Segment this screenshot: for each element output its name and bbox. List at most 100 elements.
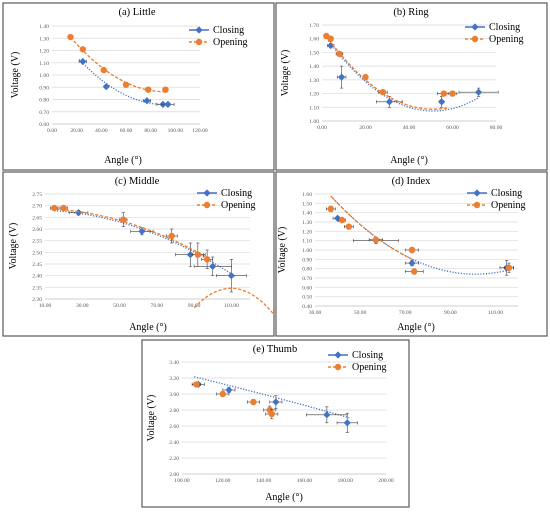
x-tick-label: 160.00 — [297, 478, 313, 484]
chart-panel-index: 0.40 0.50 0.60 0.70 0.80 0.90 1.00 1.10 1.20 1.30… — [275, 171, 548, 337]
x-tick-label: 10.00 — [39, 303, 52, 309]
y-tick-label: 1.30 — [309, 78, 319, 84]
data-point-closing — [475, 88, 483, 96]
x-tick-label: 50.00 — [113, 303, 126, 309]
x-tick-label: 200.00 — [378, 478, 394, 484]
series-opening — [50, 204, 214, 269]
y-tick-label: 0.90 — [39, 85, 49, 91]
data-point-closing — [438, 98, 446, 106]
y-axis-label: Voltage (V) — [146, 395, 157, 442]
x-tick-label: 90.00 — [188, 303, 201, 309]
panel-border — [275, 2, 548, 171]
y-tick-label: 1.60 — [302, 192, 312, 198]
x-tick-label: 20.00 — [70, 128, 83, 134]
data-point-opening — [122, 81, 130, 89]
y-tick-label: 1.30 — [39, 36, 49, 42]
data-point-opening — [193, 381, 200, 388]
chart-title: (b) Ring — [393, 7, 429, 18]
y-tick-label: 2.35 — [32, 285, 42, 291]
legend-marker — [334, 363, 342, 371]
legend-item-closing: Closing — [189, 25, 244, 36]
x-tick-label: 180.00 — [338, 478, 354, 484]
y-tick-label: 3.20 — [169, 376, 179, 382]
data-point-closing — [164, 100, 172, 108]
y-tick-label: 1.20 — [309, 92, 319, 98]
data-point-opening — [379, 89, 387, 96]
x-axis-label: Angle (°) — [390, 155, 428, 166]
legend-marker — [203, 189, 211, 197]
trendline-opening — [325, 35, 449, 110]
y-tick-label: 1.40 — [302, 211, 312, 217]
legend-marker — [195, 26, 203, 34]
data-point-opening — [168, 232, 175, 240]
data-point-opening — [449, 90, 456, 97]
x-tick-label: 0.00 — [47, 128, 57, 134]
x-axis-label: Angle (°) — [397, 322, 435, 333]
panel-border — [275, 171, 548, 337]
data-point-opening — [440, 90, 447, 97]
series-closing — [191, 376, 358, 433]
data-point-closing — [227, 272, 235, 280]
y-tick-label: 0.60 — [302, 285, 312, 291]
y-tick-label: 1.20 — [39, 49, 49, 55]
y-tick-label: 1.20 — [302, 229, 312, 235]
trendline-opening — [50, 208, 210, 260]
x-tick-label: 90.00 — [444, 310, 457, 316]
x-axis-label: Angle (°) — [104, 155, 142, 166]
data-point-opening — [411, 268, 418, 275]
x-tick-label: 30.00 — [76, 303, 89, 309]
y-tick-label: 0.70 — [39, 110, 49, 116]
data-point-closing — [408, 259, 416, 267]
x-tick-label: 110.00 — [488, 310, 503, 316]
x-tick-label: 60.00 — [120, 128, 133, 134]
y-tick-label: 2.65 — [32, 215, 42, 221]
y-tick-label: 2.75 — [32, 192, 42, 198]
legend-label: Opening — [352, 362, 386, 373]
data-point-closing — [327, 41, 335, 50]
data-point-opening — [505, 264, 513, 271]
data-point-closing — [74, 209, 83, 217]
data-point-closing — [337, 73, 346, 81]
y-tick-label: 1.00 — [39, 73, 49, 79]
x-tick-label: 120.00 — [192, 128, 208, 134]
data-point-opening — [100, 66, 108, 74]
legend-label: Opening — [221, 200, 255, 211]
data-point-opening — [250, 398, 257, 406]
legend-item-opening: Opening — [467, 200, 525, 211]
data-point-opening — [372, 236, 380, 243]
data-point-opening — [327, 35, 334, 42]
panel-border — [141, 339, 410, 508]
chart-panel-ring: 1.00 1.10 1.20 1.30 1.40 1.50 1.60 1.70 0.00 20.0… — [275, 2, 548, 171]
legend-item-closing: Closing — [197, 188, 252, 199]
y-tick-label: 0.90 — [302, 257, 312, 263]
y-tick-label: 0.40 — [302, 304, 312, 310]
x-tick-label: 140.00 — [256, 478, 272, 484]
y-tick-label: 2.00 — [169, 472, 179, 478]
x-tick-label: 0.00 — [317, 125, 327, 131]
x-tick-label: 50.00 — [354, 310, 367, 316]
data-point-opening — [120, 216, 127, 223]
chart-title: (e) Thumb — [253, 344, 297, 355]
x-axis-label: Angle (°) — [265, 492, 303, 503]
data-point-closing — [343, 419, 351, 427]
y-tick-label: 1.10 — [302, 239, 312, 245]
y-tick-label: 2.50 — [32, 250, 42, 256]
data-point-opening — [336, 50, 343, 57]
y-tick-label: 0.80 — [39, 98, 49, 104]
data-point-closing — [225, 386, 233, 394]
data-point-opening — [79, 46, 87, 53]
data-point-closing — [333, 214, 342, 222]
legend-marker — [471, 23, 479, 31]
y-tick-label: 2.70 — [32, 204, 42, 210]
y-tick-label: 1.10 — [39, 61, 49, 67]
x-tick-label: 30.00 — [309, 310, 322, 316]
y-tick-label: 3.40 — [169, 360, 179, 366]
legend-item-opening: Opening — [328, 362, 386, 373]
y-tick-label: 1.50 — [309, 50, 319, 56]
y-tick-label: 1.00 — [309, 119, 319, 125]
panel-border — [2, 2, 275, 171]
